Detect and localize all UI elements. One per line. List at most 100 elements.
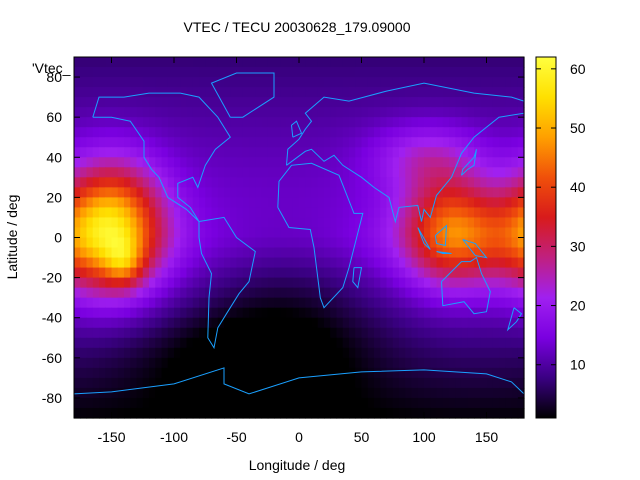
heatmap-cell	[317, 227, 325, 239]
heatmap-cell	[117, 257, 125, 269]
heatmap-cell	[155, 227, 163, 239]
heatmap-cell	[255, 277, 263, 289]
heatmap-cell	[255, 227, 263, 239]
heatmap-cell	[161, 317, 169, 329]
heatmap-cell	[492, 307, 500, 319]
heatmap-cell	[149, 237, 156, 249]
heatmap-cell	[499, 57, 506, 68]
heatmap-cell	[417, 67, 425, 78]
heatmap-cell	[167, 77, 175, 88]
heatmap-cell	[274, 347, 281, 359]
heatmap-cell	[430, 257, 438, 269]
heatmap-cell	[449, 137, 456, 148]
heatmap-cell	[180, 67, 188, 78]
heatmap-cell	[424, 277, 431, 289]
heatmap-cell	[161, 77, 169, 88]
heatmap-cell	[442, 357, 450, 369]
heatmap-cell	[330, 77, 338, 88]
heatmap-cell	[336, 297, 344, 309]
heatmap-cell	[186, 347, 194, 359]
heatmap-cell	[130, 177, 138, 188]
heatmap-cell	[374, 407, 381, 419]
heatmap-cell	[180, 147, 188, 158]
heatmap-cell	[436, 97, 444, 108]
heatmap-cell	[136, 337, 144, 349]
heatmap-cell	[442, 57, 450, 68]
heatmap-cell	[142, 97, 150, 108]
heatmap-cell	[186, 397, 194, 409]
heatmap-cell	[480, 207, 488, 219]
heatmap-cell	[217, 107, 225, 118]
heatmap-cell	[149, 327, 156, 339]
heatmap-cell	[474, 227, 481, 239]
heatmap-cell	[242, 277, 250, 289]
heatmap-cell	[180, 167, 188, 178]
heatmap-cell	[467, 137, 475, 148]
heatmap-cell	[236, 327, 244, 339]
heatmap-cell	[242, 297, 250, 309]
heatmap-cell	[267, 127, 275, 138]
heatmap-cell	[74, 297, 81, 309]
heatmap-cell	[474, 97, 481, 108]
heatmap-cell	[236, 307, 244, 319]
heatmap-cell	[249, 247, 256, 259]
heatmap-cell	[511, 57, 519, 68]
heatmap-cell	[324, 257, 331, 269]
heatmap-cell	[367, 207, 375, 219]
heatmap-cell	[436, 257, 444, 269]
heatmap-cell	[249, 407, 256, 419]
heatmap-cell	[167, 347, 175, 359]
heatmap-cell	[136, 347, 144, 359]
heatmap-cell	[361, 97, 369, 108]
heatmap-cell	[167, 197, 175, 209]
heatmap-cell	[361, 137, 369, 148]
heatmap-cell	[292, 97, 300, 108]
heatmap-cell	[480, 347, 488, 359]
heatmap-cell	[386, 107, 394, 118]
heatmap-cell	[261, 257, 269, 269]
heatmap-cell	[92, 317, 100, 329]
heatmap-cell	[305, 327, 313, 339]
heatmap-cell	[74, 407, 81, 419]
heatmap-cell	[374, 177, 381, 188]
heatmap-cell	[274, 117, 281, 128]
heatmap-cell	[355, 147, 363, 158]
heatmap-cell	[336, 117, 344, 128]
heatmap-cell	[192, 357, 200, 369]
heatmap-cell	[424, 397, 431, 409]
heatmap-cell	[117, 227, 125, 239]
heatmap-cell	[280, 247, 288, 259]
heatmap-cell	[274, 307, 281, 319]
heatmap-cell	[230, 397, 238, 409]
heatmap-cell	[186, 277, 194, 289]
heatmap-cell	[367, 307, 375, 319]
heatmap-cell	[280, 177, 288, 188]
heatmap-cell	[467, 357, 475, 369]
heatmap-cell	[511, 197, 519, 209]
heatmap-cell	[242, 117, 250, 128]
heatmap-cell	[336, 127, 344, 138]
heatmap-cell	[505, 227, 513, 239]
heatmap-cell	[92, 237, 100, 249]
heatmap-cell	[149, 407, 156, 419]
colorbar	[535, 56, 557, 419]
heatmap-cell	[224, 137, 231, 148]
heatmap-cell	[455, 307, 463, 319]
heatmap-cell	[230, 127, 238, 138]
heatmap-cell	[236, 367, 244, 379]
heatmap-cell	[242, 237, 250, 249]
heatmap-cell	[267, 227, 275, 239]
heatmap-cell	[217, 167, 225, 178]
heatmap-cell	[161, 287, 169, 299]
heatmap-cell	[499, 267, 506, 279]
heatmap-cell	[99, 247, 106, 259]
heatmap-cell	[342, 87, 350, 98]
heatmap-cell	[399, 287, 406, 299]
heatmap-cell	[380, 57, 388, 68]
heatmap-cell	[330, 297, 338, 309]
heatmap-cell	[424, 377, 431, 389]
heatmap-cell	[442, 187, 450, 198]
heatmap-cell	[130, 217, 138, 229]
heatmap-cell	[255, 347, 263, 359]
heatmap-cell	[374, 127, 381, 138]
